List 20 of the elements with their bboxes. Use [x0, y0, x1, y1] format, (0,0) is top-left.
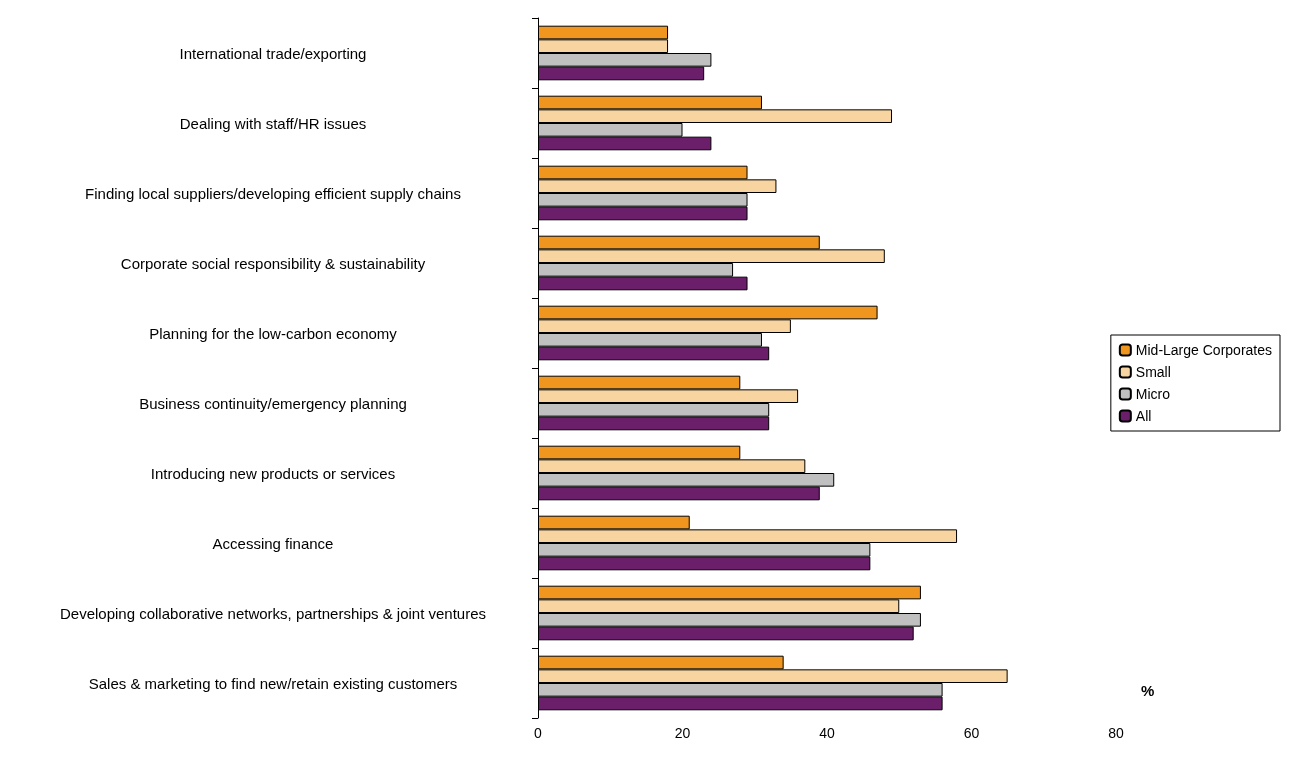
y-tick-label: Corporate social responsibility & sustainability — [120, 254, 426, 272]
x-axis-title: % — [1141, 682, 1155, 699]
y-tick-label: Accessing finance — [212, 534, 334, 552]
x-tick-label: 60 — [963, 725, 980, 741]
legend-label: Micro — [1135, 386, 1171, 402]
y-tick-label: Business continuity/emergency planning — [139, 394, 407, 412]
y-tick-label: Sales & marketing to find new/retain existing customers — [88, 674, 458, 692]
y-tick-label: International trade/exporting — [179, 44, 367, 62]
y-tick-label: Developing collaborative networks, partnerships & joint ventures — [59, 604, 487, 622]
y-tick-label: Dealing with staff/HR issues — [179, 114, 367, 132]
legend-label: All — [1135, 408, 1152, 424]
legend-label: Small — [1135, 364, 1171, 380]
x-tick-label: 20 — [674, 725, 691, 741]
x-tick-label: 0 — [534, 725, 543, 741]
y-tick-label: Planning for the low-carbon economy — [149, 324, 398, 342]
y-tick-label: Introducing new products or services — [150, 464, 396, 482]
legend-label: Mid-Large Corporates — [1135, 342, 1272, 358]
y-tick-label: Finding local suppliers/developing efficient supply chains — [85, 184, 461, 202]
x-tick-label: 80 — [1108, 725, 1124, 741]
x-tick-label: 40 — [819, 725, 835, 741]
